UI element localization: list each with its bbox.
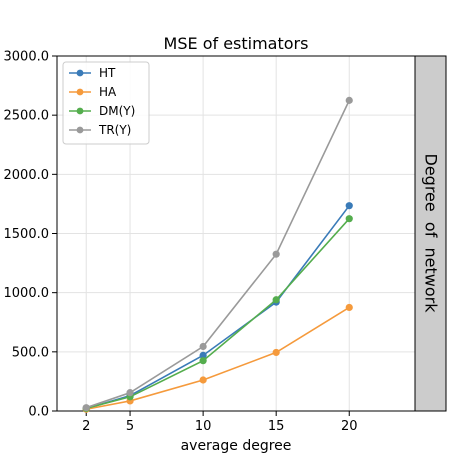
legend-label: HA	[99, 85, 117, 99]
legend-box	[62, 61, 150, 145]
data-point	[272, 348, 280, 357]
data-point	[199, 351, 207, 359]
data-point	[199, 342, 207, 351]
x-tick-label: 15	[268, 419, 285, 434]
series-line	[85, 100, 350, 409]
legend: HT HA DM(Y) TR(Y)	[62, 61, 150, 145]
series-line	[85, 205, 350, 410]
legend-label: DM(Y)	[99, 104, 135, 118]
series-line	[86, 218, 350, 410]
series-dm-y-	[82, 215, 353, 412]
y-tick-label: 1500.0	[4, 227, 50, 242]
data-point	[126, 389, 134, 397]
legend-label: TR(Y)	[98, 123, 131, 137]
x-tick-label: 10	[195, 419, 212, 434]
x-tick-label: 2	[82, 419, 90, 434]
data-point	[272, 296, 280, 304]
x-tick-label: 5	[126, 419, 134, 434]
data-point	[345, 215, 353, 223]
y-tick-label: 1000.0	[4, 286, 50, 301]
data-point	[272, 250, 280, 258]
data-point	[199, 376, 207, 384]
y-tick-label: 3000.0	[4, 50, 50, 65]
y-tick-label: 500.0	[12, 345, 49, 360]
data-point	[199, 357, 207, 365]
facet-strip	[414, 55, 447, 412]
x-axis-label: average degree	[181, 438, 292, 454]
data-point	[345, 96, 353, 104]
facet-label: Degree of network	[422, 154, 441, 314]
legend-swatch-marker	[76, 107, 84, 115]
series-tr-y-	[82, 96, 353, 412]
chart-title: MSE of estimators	[164, 34, 309, 53]
y-axis: 0.0 500.0 1000.0 1500.0 2000.0 2500.0 3000.0	[4, 50, 57, 420]
legend-swatch-marker	[76, 69, 84, 77]
y-tick-label: 2500.0	[4, 109, 50, 124]
data-point	[345, 303, 353, 312]
series-ha	[82, 303, 353, 413]
y-tick-label: 2000.0	[4, 168, 50, 183]
legend-swatch-marker	[76, 126, 84, 134]
data-point	[82, 404, 90, 412]
x-axis: 2 5 10 15 20	[82, 411, 358, 434]
series-layer	[82, 96, 353, 413]
legend-swatch-marker	[76, 88, 84, 96]
legend-label: HT	[99, 66, 116, 80]
data-point	[345, 202, 353, 210]
x-tick-label: 20	[341, 419, 358, 434]
y-tick-label: 0.0	[28, 405, 49, 420]
